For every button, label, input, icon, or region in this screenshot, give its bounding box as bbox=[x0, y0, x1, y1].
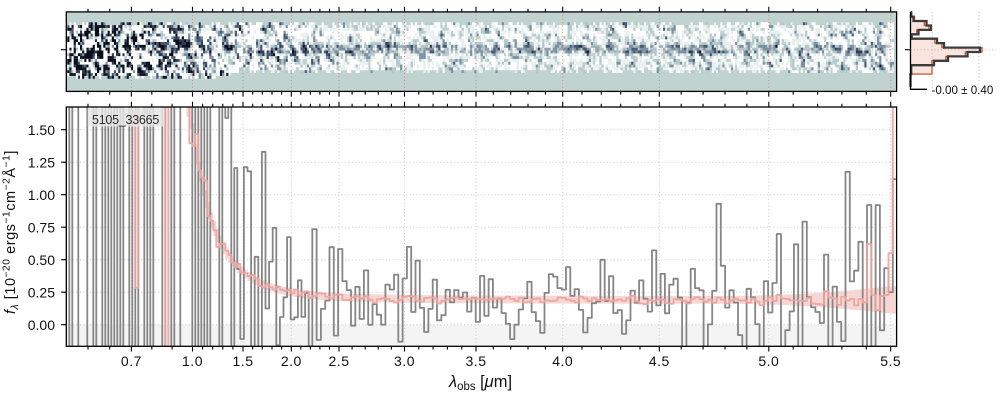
svg-text:4.5: 4.5 bbox=[649, 353, 670, 369]
svg-text:λobs [μm]: λobs [μm] bbox=[448, 373, 512, 393]
svg-text:1.50: 1.50 bbox=[28, 122, 55, 138]
svg-text:1.25: 1.25 bbox=[28, 154, 55, 170]
svg-text:5105_33665: 5105_33665 bbox=[92, 113, 159, 127]
svg-text:3.0: 3.0 bbox=[394, 353, 415, 369]
svg-text:5.5: 5.5 bbox=[880, 353, 901, 369]
svg-text:-0.00 ± 0.40: -0.00 ± 0.40 bbox=[932, 84, 994, 97]
svg-text:fλ [10−20 ergs−1cm−2Å−1]: fλ [10−20 ergs−1cm−2Å−1] bbox=[1, 150, 20, 314]
svg-text:4.0: 4.0 bbox=[552, 353, 573, 369]
svg-text:0.00: 0.00 bbox=[28, 317, 55, 333]
svg-text:0.75: 0.75 bbox=[28, 219, 55, 235]
svg-text:5.0: 5.0 bbox=[758, 353, 779, 369]
svg-text:1.00: 1.00 bbox=[28, 187, 55, 203]
svg-text:2.5: 2.5 bbox=[329, 353, 350, 369]
svg-text:2.0: 2.0 bbox=[281, 353, 302, 369]
svg-text:0.7: 0.7 bbox=[121, 353, 142, 369]
svg-text:1.0: 1.0 bbox=[182, 353, 203, 369]
svg-text:1.5: 1.5 bbox=[233, 353, 254, 369]
svg-text:0.25: 0.25 bbox=[28, 284, 55, 300]
svg-text:3.5: 3.5 bbox=[466, 353, 487, 369]
svg-text:0.50: 0.50 bbox=[28, 252, 55, 268]
